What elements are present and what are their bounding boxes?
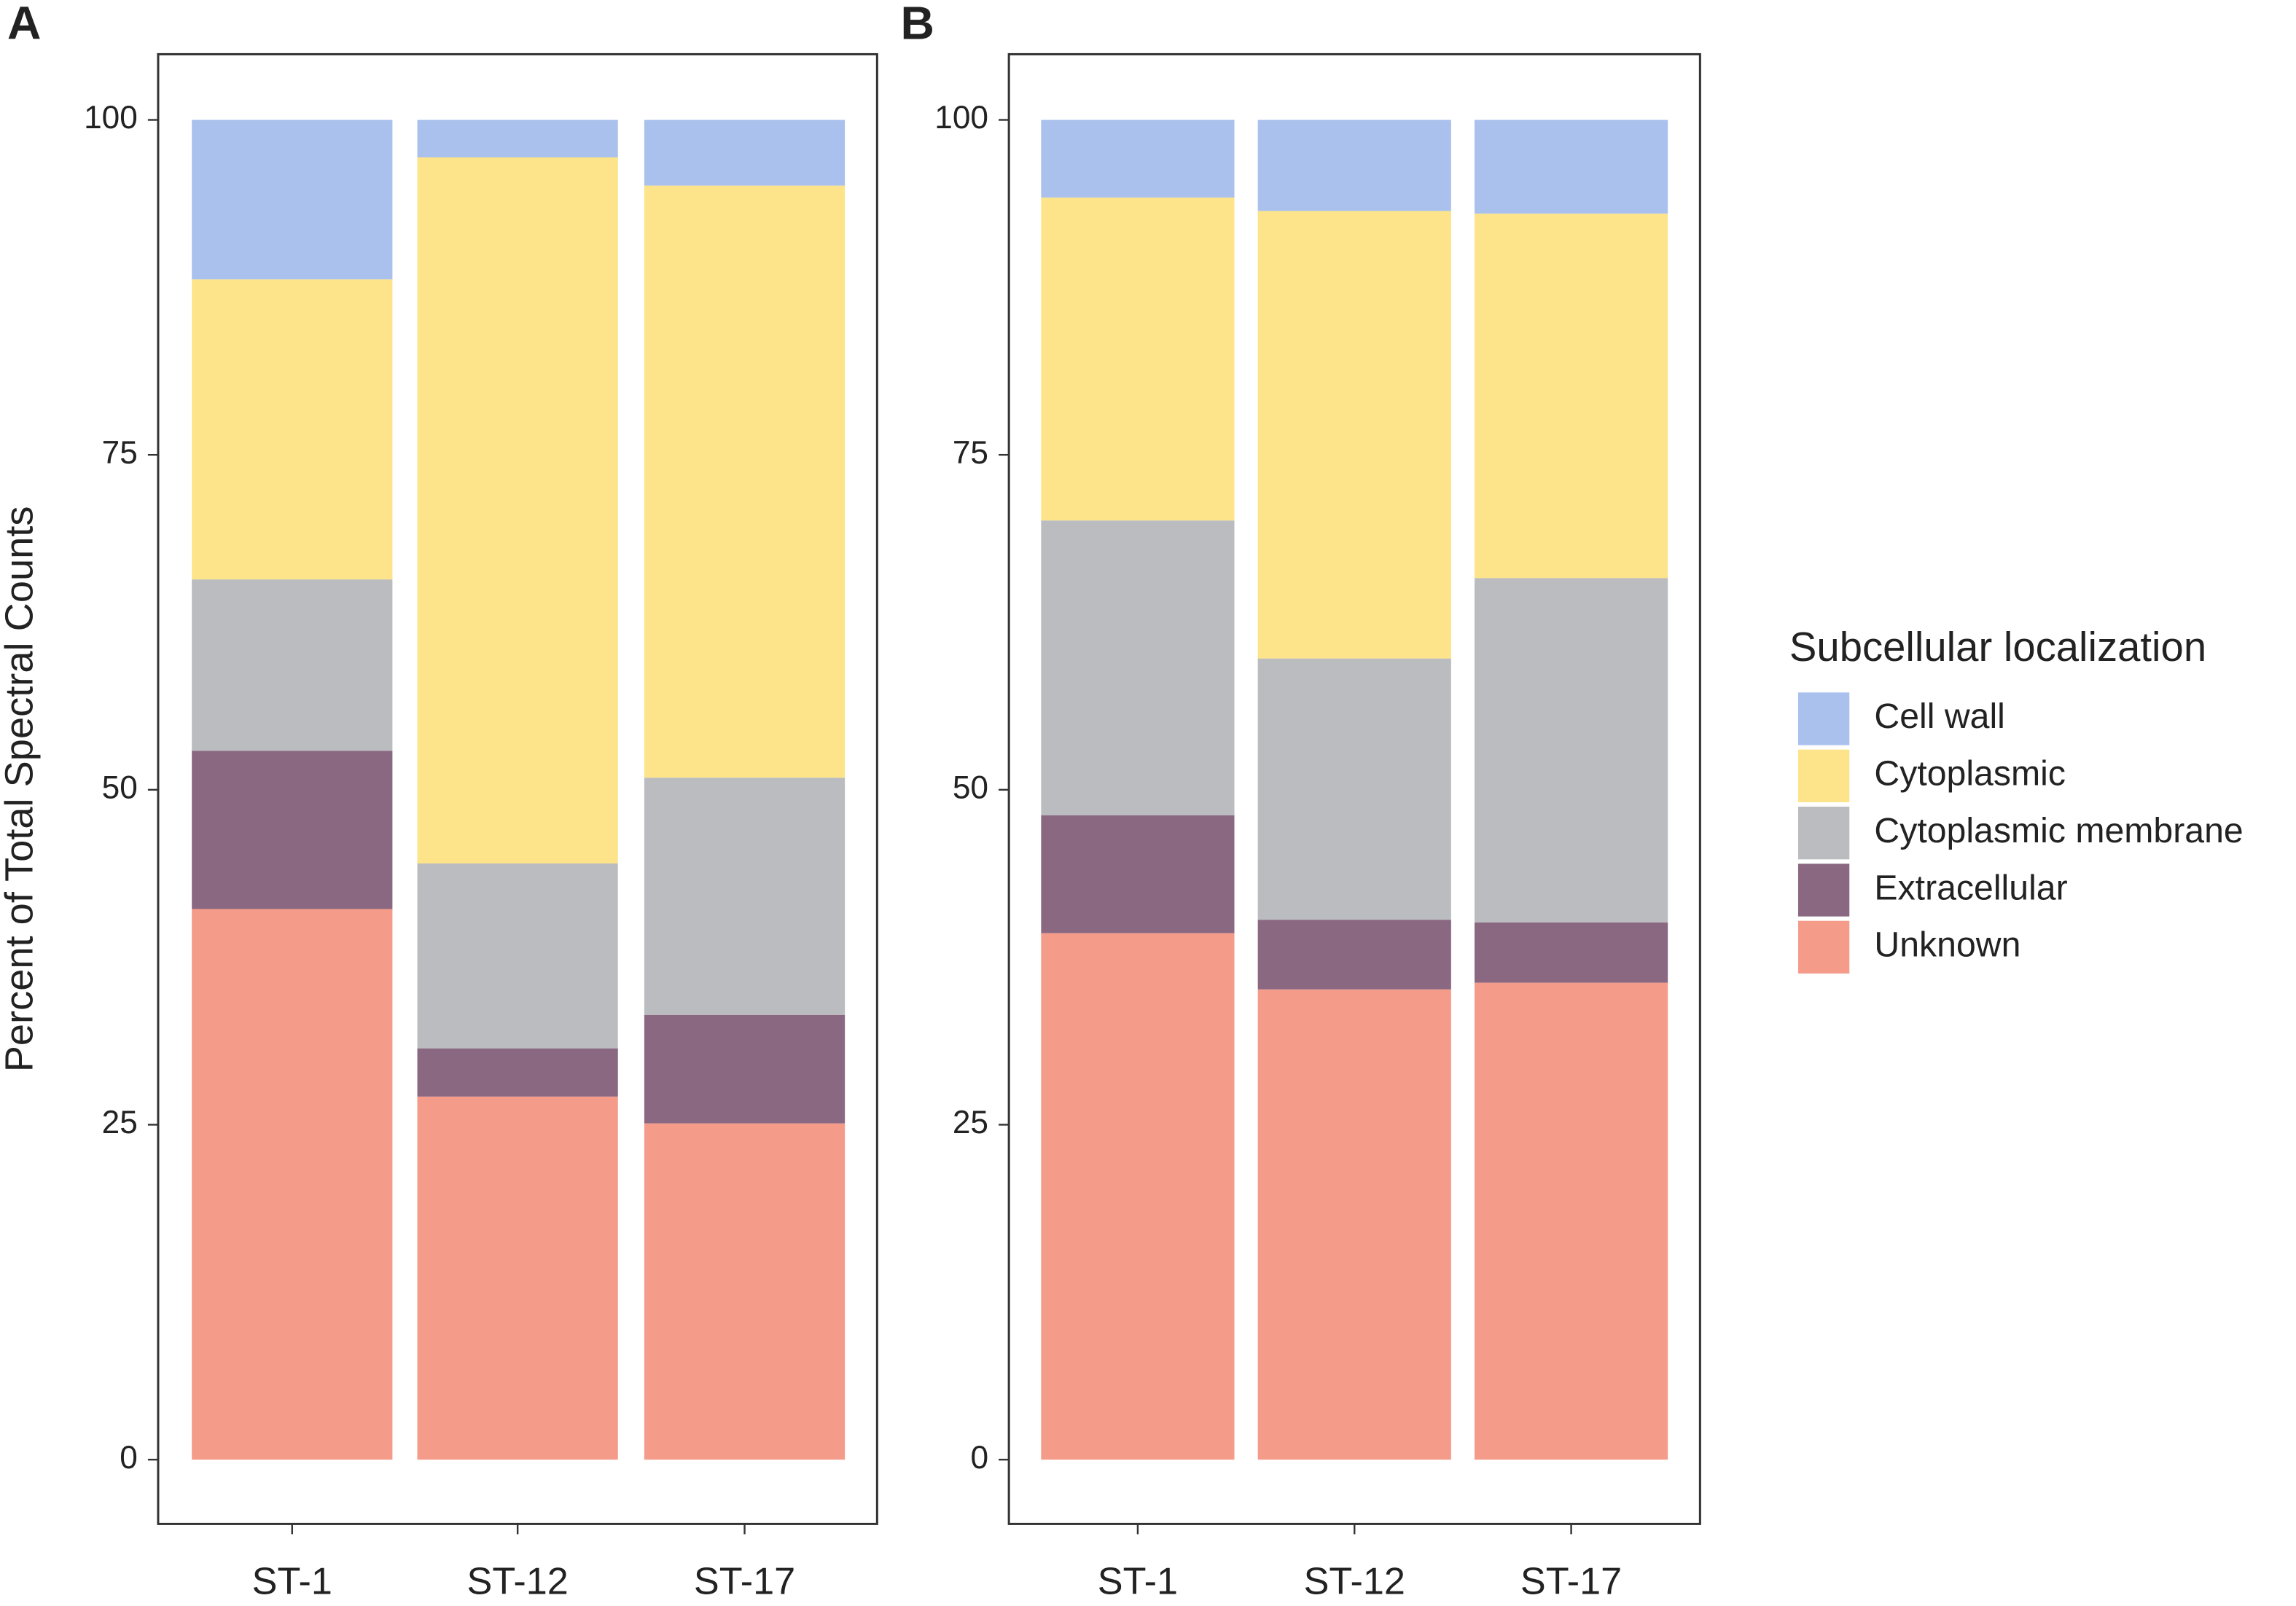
bar-segment — [417, 1048, 618, 1097]
y-tick-label: 25 — [953, 1105, 988, 1140]
y-tick-label: 100 — [934, 100, 988, 136]
y-tick-label: 50 — [953, 770, 988, 806]
bar-segment — [644, 777, 846, 1015]
bar-segment — [1257, 989, 1451, 1460]
bar-segment — [1474, 120, 1668, 214]
panel-label: B — [900, 0, 934, 49]
y-tick-label: 0 — [120, 1440, 138, 1476]
bar-segment — [1257, 211, 1451, 659]
legend-key — [1797, 807, 1850, 860]
y-tick-label: 100 — [84, 100, 138, 136]
legend-label: Cell wall — [1874, 697, 2004, 736]
bar-segment — [644, 1014, 846, 1124]
legend-title: Subcellular localization — [1789, 624, 2206, 670]
legend-key — [1797, 863, 1850, 917]
bar-segment — [1257, 920, 1451, 990]
bar-segment — [192, 909, 393, 1460]
bar-segment — [417, 120, 618, 158]
bar-segment — [1041, 933, 1235, 1460]
x-tick-label: ST-1 — [1098, 1561, 1178, 1603]
bar-segment — [644, 185, 846, 778]
y-tick-label: 25 — [102, 1105, 138, 1140]
y-tick-label: 75 — [953, 435, 988, 471]
x-tick-label: ST-12 — [466, 1561, 568, 1603]
panel-frame — [157, 52, 878, 1525]
bar-segment — [192, 579, 393, 751]
bar-segment — [644, 1123, 846, 1460]
bar-segment — [1257, 120, 1451, 211]
y-axis-label: Percent of Total Spectral Counts — [0, 506, 41, 1073]
bar-segment — [1474, 922, 1668, 983]
y-tick-label: 75 — [102, 435, 138, 471]
legend-key — [1797, 920, 1850, 974]
bar-segment — [1041, 520, 1235, 815]
bar-segment — [417, 157, 618, 863]
legend-key — [1797, 749, 1850, 802]
y-tick-label: 0 — [970, 1440, 988, 1476]
x-tick-label: ST-12 — [1304, 1561, 1405, 1603]
bar-segment — [644, 120, 846, 186]
bar-segment — [1474, 214, 1668, 579]
bar-segment — [417, 1096, 618, 1460]
bar-segment — [1257, 658, 1451, 920]
x-tick-label: ST-17 — [1520, 1561, 1622, 1603]
x-tick-label: ST-1 — [252, 1561, 332, 1603]
bar-segment — [192, 279, 393, 580]
bar-segment — [1474, 982, 1668, 1460]
legend-label: Cytoplasmic membrane — [1874, 811, 2243, 850]
bar-segment — [192, 751, 393, 909]
legend-label: Cytoplasmic — [1874, 754, 2066, 794]
legend-label: Extracellular — [1874, 868, 2067, 907]
bar-segment — [1041, 197, 1235, 521]
bar-segment — [417, 863, 618, 1049]
bar-segment — [192, 120, 393, 280]
legend-key — [1797, 692, 1850, 745]
y-tick-label: 50 — [102, 770, 138, 806]
bar-segment — [1474, 578, 1668, 923]
panel-label: A — [7, 0, 41, 49]
bar-segment — [1041, 815, 1235, 933]
x-tick-label: ST-17 — [694, 1561, 795, 1603]
legend-label: Unknown — [1874, 925, 2020, 965]
panel-frame — [1007, 52, 1701, 1525]
bar-segment — [1041, 120, 1235, 198]
